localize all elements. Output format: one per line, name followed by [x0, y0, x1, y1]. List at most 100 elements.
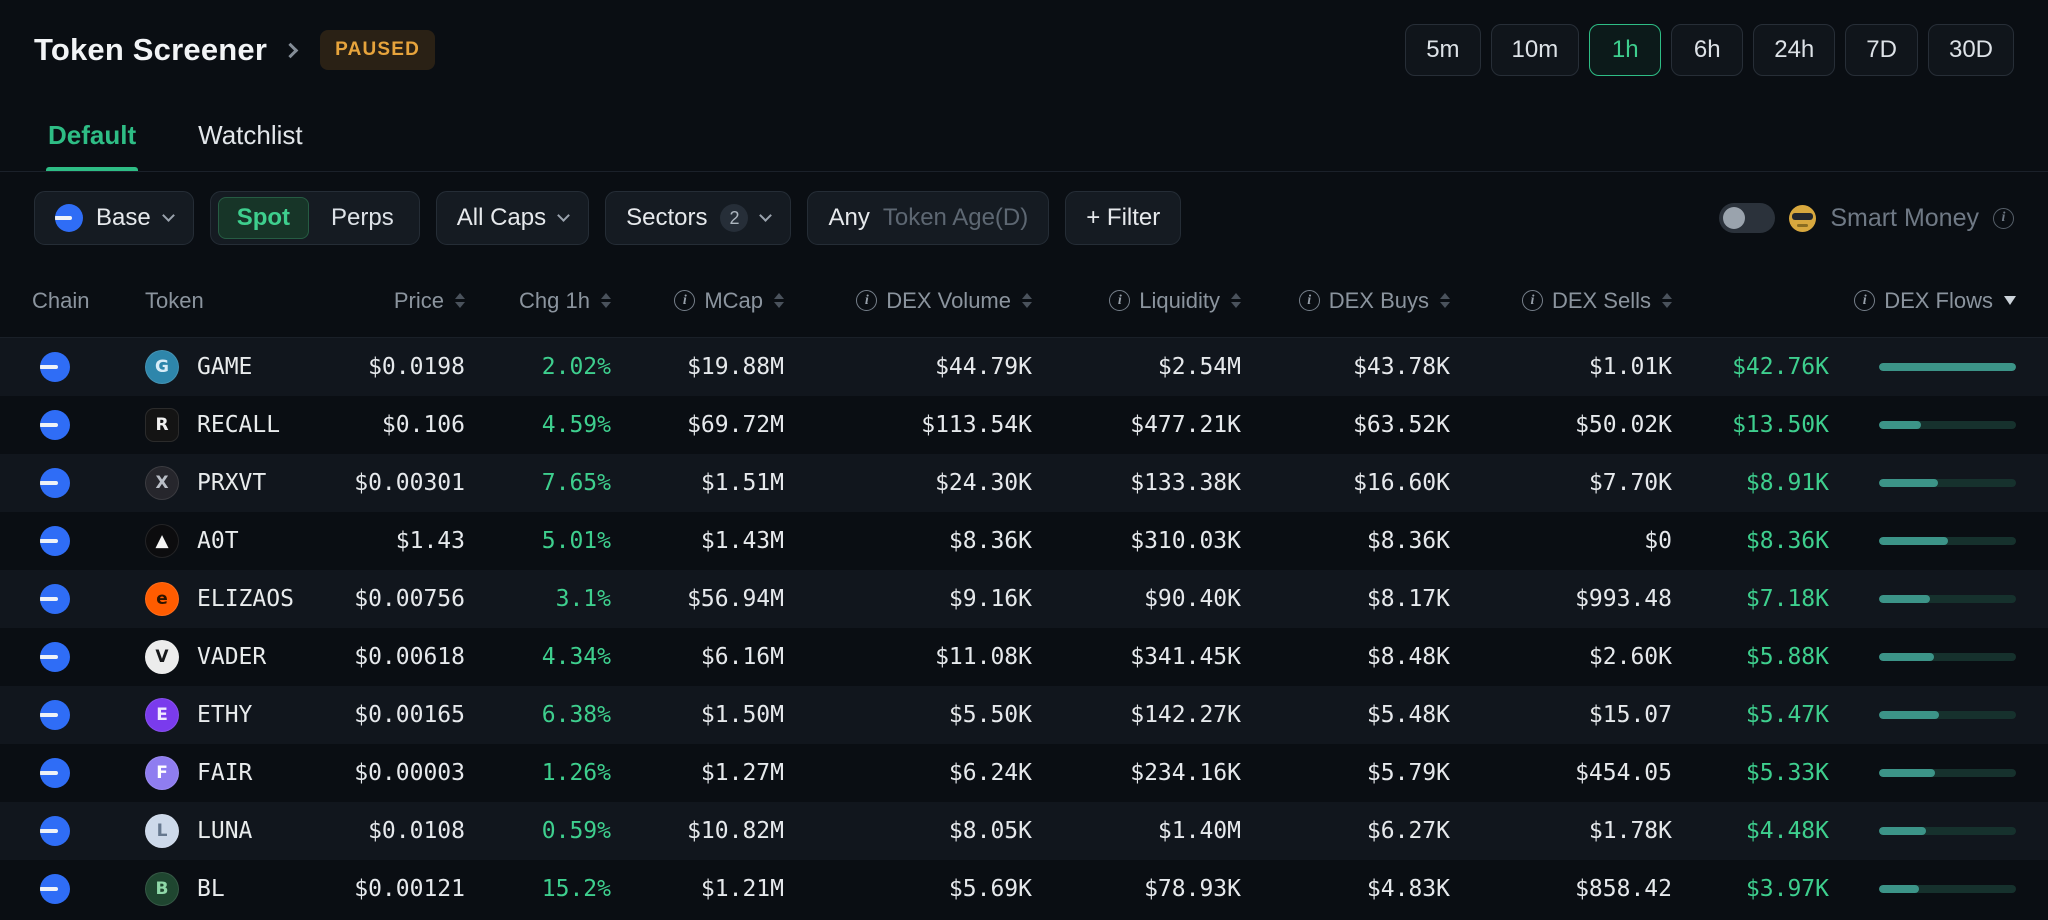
dex-sells-cell: $50.02K: [1575, 412, 1672, 438]
table-row[interactable]: F FAIR $0.00003 1.26% $1.27M $6.24K $234.16K $5…: [0, 744, 2048, 802]
tab-default[interactable]: Default: [46, 104, 139, 171]
token-age-filter[interactable]: Any Token Age(D): [807, 191, 1050, 245]
liquidity-cell: $310.03K: [1130, 528, 1241, 554]
smart-money-info-icon[interactable]: [1993, 207, 2014, 229]
base-chain-icon: [55, 204, 83, 232]
sectors-filter-dropdown[interactable]: Sectors 2: [605, 191, 792, 245]
timeframe-button-24h[interactable]: 24h: [1753, 24, 1836, 76]
token-name: ETHY: [197, 702, 253, 728]
chain-cell: [32, 700, 145, 730]
column-header-liquidity[interactable]: Liquidity: [1032, 288, 1241, 314]
liquidity-cell: $2.54M: [1157, 354, 1241, 380]
dex-buys-cell: $16.60K: [1353, 470, 1450, 496]
sort-icon: [1662, 293, 1672, 308]
table-row[interactable]: B BL $0.00121 15.2% $1.21M $5.69K $78.93K $4.83…: [0, 860, 2048, 918]
timeframe-button-30d[interactable]: 30D: [1927, 24, 2014, 76]
column-header-dex-volume[interactable]: DEX Volume: [784, 288, 1032, 314]
dex-flows-bar-fill: [1879, 421, 1922, 429]
dex-flows-cell: $5.88K: [1672, 644, 2016, 670]
token-cell: E ETHY: [145, 698, 345, 732]
column-header-mcap[interactable]: MCap: [611, 288, 784, 314]
column-header-price[interactable]: Price: [345, 288, 465, 314]
dex-volume-cell: $5.69K: [948, 876, 1032, 902]
perps-option[interactable]: Perps: [331, 204, 394, 231]
column-header-dex-sells[interactable]: DEX Sells: [1450, 288, 1672, 314]
liquidity-cell: $234.16K: [1130, 760, 1241, 786]
dex-flows-bar: [1879, 827, 2016, 835]
dex-buys-cell: $63.52K: [1353, 412, 1450, 438]
info-icon[interactable]: [674, 290, 696, 311]
market-cap-filter-dropdown[interactable]: All Caps: [435, 191, 590, 245]
dex-volume-cell: $24.30K: [935, 470, 1032, 496]
sectors-count-badge: 2: [720, 204, 749, 232]
chevron-down-icon: [759, 209, 773, 222]
smart-money-toggle[interactable]: [1719, 203, 1776, 233]
add-filter-button[interactable]: + Filter: [1065, 191, 1182, 245]
column-header-chg-1h[interactable]: Chg 1h: [465, 288, 611, 314]
dex-sells-cell: $2.60K: [1588, 644, 1672, 670]
dex-buys-cell: $5.79K: [1366, 760, 1450, 786]
table-row[interactable]: G GAME $0.0198 2.02% $19.88M $44.79K $2.54M $43…: [0, 338, 2048, 396]
info-icon[interactable]: [1298, 290, 1320, 311]
dex-flows-value: $4.48K: [1745, 818, 1829, 844]
spot-option[interactable]: Spot: [217, 197, 310, 239]
timeframe-button-10m[interactable]: 10m: [1490, 24, 1580, 76]
dex-sells-cell: $0: [1644, 528, 1672, 554]
sort-arrow-down-icon: [1022, 302, 1032, 308]
info-icon[interactable]: [1521, 290, 1543, 311]
liquidity-cell: $1.40M: [1157, 818, 1241, 844]
table-row[interactable]: e ELIZAOS $0.00756 3.1% $56.94M $9.16K $90.40K…: [0, 570, 2048, 628]
info-icon[interactable]: [856, 290, 878, 311]
chain-icon-base: [40, 816, 70, 846]
table-row[interactable]: ▲ A0T $1.43 5.01% $1.43M $8.36K $310.03K $8.36K…: [0, 512, 2048, 570]
tab-watchlist[interactable]: Watchlist: [198, 120, 303, 150]
dex-volume-cell: $6.24K: [948, 760, 1032, 786]
chevron-down-icon: [161, 209, 175, 222]
price-cell: $0.106: [381, 412, 465, 438]
table-row[interactable]: E ETHY $0.00165 6.38% $1.50M $5.50K $142.27K $5…: [0, 686, 2048, 744]
table-row[interactable]: L LUNA $0.0108 0.59% $10.82M $8.05K $1.40M $6.2…: [0, 802, 2048, 860]
timeframe-button-7d[interactable]: 7D: [1845, 24, 1918, 76]
toggle-knob: [1723, 207, 1746, 229]
column-label: Chg 1h: [519, 287, 590, 313]
token-cell: G GAME: [145, 350, 345, 384]
chain-cell: [32, 874, 145, 904]
sort-icon: [1022, 293, 1032, 308]
column-label: DEX Volume: [886, 287, 1011, 313]
chain-filter-dropdown[interactable]: Base: [34, 191, 194, 245]
dex-flows-cell: $4.48K: [1672, 818, 2016, 844]
filter-bar: Base Spot Perps All Caps Sectors 2 Any T…: [0, 172, 2048, 264]
info-icon[interactable]: [1109, 290, 1131, 311]
token-icon: R: [145, 408, 179, 442]
sort-icon: [455, 293, 465, 308]
column-header-chain: Chain: [32, 288, 145, 314]
smart-money-label: Smart Money: [1830, 203, 1979, 232]
dex-flows-cell: $7.18K: [1672, 586, 2016, 612]
column-header-dex-flows[interactable]: DEX Flows: [1672, 288, 2016, 314]
token-cell: R RECALL: [145, 408, 345, 442]
token-cell: X PRXVT: [145, 466, 345, 500]
chain-icon-base: [40, 874, 70, 904]
table-row[interactable]: X PRXVT $0.00301 7.65% $1.51M $24.30K $133.38K…: [0, 454, 2048, 512]
info-icon[interactable]: [1854, 290, 1876, 311]
timeframe-button-5m[interactable]: 5m: [1405, 24, 1481, 76]
sort-arrow-down-icon: [774, 302, 784, 308]
column-label: DEX Sells: [1551, 287, 1651, 313]
timeframe-button-6h[interactable]: 6h: [1671, 24, 1744, 76]
dex-flows-bar: [1879, 653, 2016, 661]
smart-money-controls: Smart Money: [1719, 203, 2014, 233]
table-row[interactable]: R RECALL $0.106 4.59% $69.72M $113.54K $477.21…: [0, 396, 2048, 454]
column-header-dex-buys[interactable]: DEX Buys: [1241, 288, 1450, 314]
view-tabs: Default Watchlist: [0, 100, 2048, 172]
token-cell: V VADER: [145, 640, 345, 674]
table-row[interactable]: V VADER $0.00618 4.34% $6.16M $11.08K $341.45K…: [0, 628, 2048, 686]
change-cell: 2.02%: [541, 354, 611, 380]
dex-flows-value: $42.76K: [1732, 354, 1829, 380]
price-cell: $0.00165: [354, 702, 465, 728]
dex-sells-cell: $15.07: [1588, 702, 1672, 728]
dex-buys-cell: $8.36K: [1366, 528, 1450, 554]
title-group: Token Screener PAUSED: [34, 30, 436, 70]
timeframe-button-1h[interactable]: 1h: [1589, 24, 1662, 76]
mcap-cell: $1.21M: [700, 876, 784, 902]
title-chevron-icon[interactable]: [282, 42, 299, 58]
